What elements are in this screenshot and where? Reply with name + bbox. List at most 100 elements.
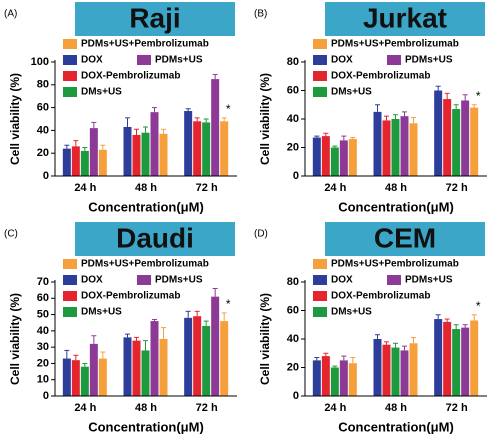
x-tick-label: 72 h (446, 182, 468, 194)
bar (434, 319, 443, 396)
legend-label: PDMs+US+Pembrolizumab (81, 259, 209, 270)
bar (339, 140, 348, 176)
bar (211, 296, 220, 396)
bar (321, 356, 330, 396)
legend-label: DMs+US (81, 87, 122, 98)
bar (400, 116, 409, 176)
bar (141, 132, 150, 176)
chart-title: Daudi (116, 222, 194, 253)
y-tick-label: 10 (37, 374, 49, 386)
panel-label: (C) (4, 229, 18, 240)
bar (123, 126, 132, 176)
bar (62, 358, 71, 396)
significance-mark: * (226, 102, 231, 116)
bar (132, 340, 141, 396)
legend-label: PDMs+US+Pembrolizumab (331, 259, 459, 270)
significance-mark: * (476, 299, 481, 313)
y-tick-label: 60 (37, 292, 49, 304)
bar (193, 316, 202, 396)
panel-label: (D) (254, 229, 268, 240)
legend-label: PDMs+US+Pembrolizumab (81, 39, 209, 50)
y-tick-label: 40 (287, 113, 299, 125)
bar (330, 367, 339, 396)
panel-label: (B) (254, 9, 267, 20)
bar (184, 111, 193, 176)
x-tick-label: 24 h (74, 402, 96, 414)
title-banner (325, 222, 485, 256)
legend-swatch (313, 71, 327, 81)
x-tick-label: 48 h (385, 182, 407, 194)
significance-mark: * (476, 89, 481, 103)
bar (159, 339, 168, 396)
legend-swatch (313, 55, 327, 65)
legend-label: DOX-Pembrolizumab (81, 291, 180, 302)
legend-swatch (63, 55, 77, 65)
bar (409, 123, 418, 176)
bar (202, 122, 211, 176)
legend-swatch (387, 55, 401, 65)
x-axis-label: Concentration(μM) (88, 199, 204, 214)
bar (312, 137, 321, 176)
legend-swatch (313, 259, 327, 269)
x-tick-label: 24 h (74, 182, 96, 194)
bar (71, 146, 80, 176)
x-tick-label: 72 h (446, 402, 468, 414)
bar (330, 147, 339, 176)
bar (159, 133, 168, 176)
bar (193, 121, 202, 176)
bar (443, 99, 452, 176)
bar (461, 327, 470, 396)
title-banner (75, 222, 235, 256)
bar (339, 360, 348, 396)
y-tick-label: 20 (287, 141, 299, 153)
bar (373, 111, 382, 176)
y-tick-label: 80 (37, 79, 49, 91)
legend-label: DOX (331, 275, 353, 286)
legend-swatch (137, 55, 151, 65)
x-tick-label: 72 h (196, 182, 218, 194)
bar (434, 90, 443, 176)
bar (89, 343, 98, 396)
legend-swatch (63, 291, 77, 301)
legend-label: PDMs+US (405, 55, 453, 66)
bar (382, 120, 391, 176)
bar (400, 350, 409, 396)
bar (220, 321, 229, 396)
panel-label: (A) (4, 9, 17, 20)
y-tick-label: 0 (43, 170, 49, 182)
chart-title: CEM (374, 222, 436, 253)
legend-label: PDMs+US (405, 275, 453, 286)
legend-label: PDMs+US+Pembrolizumab (331, 39, 459, 50)
x-tick-label: 48 h (385, 402, 407, 414)
legend-swatch (63, 259, 77, 269)
bar (461, 100, 470, 176)
bar (452, 109, 461, 176)
bar (132, 134, 141, 176)
y-tick-label: 20 (37, 357, 49, 369)
y-tick-label: 60 (37, 102, 49, 114)
bar (89, 128, 98, 176)
bar (123, 337, 132, 396)
bar (202, 325, 211, 396)
legend-swatch (313, 39, 327, 49)
bar (211, 79, 220, 176)
bar (321, 136, 330, 176)
legend-swatch (313, 307, 327, 317)
y-tick-label: 50 (37, 308, 49, 320)
legend-swatch (63, 307, 77, 317)
x-tick-label: 24 h (324, 182, 346, 194)
y-tick-label: 100 (31, 56, 49, 68)
legend-swatch (63, 39, 77, 49)
bar (470, 320, 479, 396)
x-tick-label: 72 h (196, 402, 218, 414)
legend-swatch (313, 87, 327, 97)
x-tick-label: 24 h (324, 402, 346, 414)
legend-swatch (387, 275, 401, 285)
y-axis-label: Cell viability (%) (8, 73, 22, 165)
y-tick-label: 0 (293, 390, 299, 402)
bar (373, 339, 382, 396)
legend-label: DOX-Pembrolizumab (81, 71, 180, 82)
bar (409, 343, 418, 396)
y-tick-label: 70 (37, 276, 49, 288)
